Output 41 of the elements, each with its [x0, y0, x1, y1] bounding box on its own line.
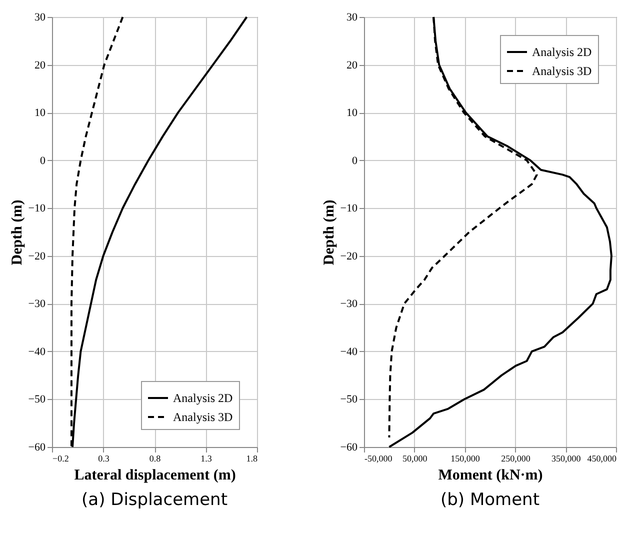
y-tick-label: −60: [28, 442, 46, 454]
y-tick-label: 10: [346, 107, 358, 120]
y-tick-label: 0: [40, 154, 46, 167]
y-tick-label: −10: [340, 202, 358, 215]
legend-label: Analysis 2D: [532, 45, 592, 59]
y-axis-title: Depth (m): [9, 200, 26, 266]
y-tick-label: −60: [340, 442, 358, 454]
y-tick-label: −50: [340, 394, 358, 406]
x-tick-label: 450,000: [587, 454, 617, 464]
y-axis-title: Depth (m): [321, 200, 338, 266]
x-tick-label: 1.3: [200, 454, 212, 464]
y-tick-label: 20: [34, 59, 46, 72]
y-tick-label: −30: [340, 298, 358, 310]
y-tick-label: 20: [346, 59, 358, 72]
y-tick-label: −10: [28, 202, 46, 215]
x-tick-label: 250,000: [501, 454, 531, 464]
y-tick-label: −40: [28, 346, 46, 358]
x-tick-label: 50,000: [402, 454, 428, 464]
y-tick-label: −20: [28, 250, 46, 262]
legend-label: Analysis 3D: [173, 410, 233, 424]
x-tick-label: 350,000: [551, 454, 582, 464]
legend-label: Analysis 3D: [532, 64, 592, 78]
y-tick-label: −30: [28, 298, 46, 310]
x-tick-label: 1.8: [246, 454, 258, 464]
y-tick-label: 10: [34, 107, 46, 120]
text: (b) Moment: [440, 490, 540, 510]
y-tick-label: 0: [352, 154, 358, 167]
y-tick-label: −20: [340, 250, 358, 262]
y-tick-label: 30: [34, 12, 46, 24]
y-tick-label: −40: [340, 346, 358, 358]
x-tick-label: −0.2: [52, 454, 69, 464]
y-tick-label: 30: [346, 12, 358, 24]
legend-label: Analysis 2D: [173, 391, 233, 405]
y-tick-label: −50: [28, 394, 46, 406]
x-axis-title: Moment (kN·m): [438, 468, 543, 484]
x-tick-label: 0.8: [149, 454, 162, 464]
x-tick-label: 0.3: [98, 454, 110, 464]
text: (a) Displacement: [82, 490, 228, 510]
x-tick-label: -50,000: [364, 454, 393, 464]
x-axis-title: Lateral displacement (m): [74, 468, 236, 484]
x-tick-label: 150,000: [450, 454, 480, 464]
